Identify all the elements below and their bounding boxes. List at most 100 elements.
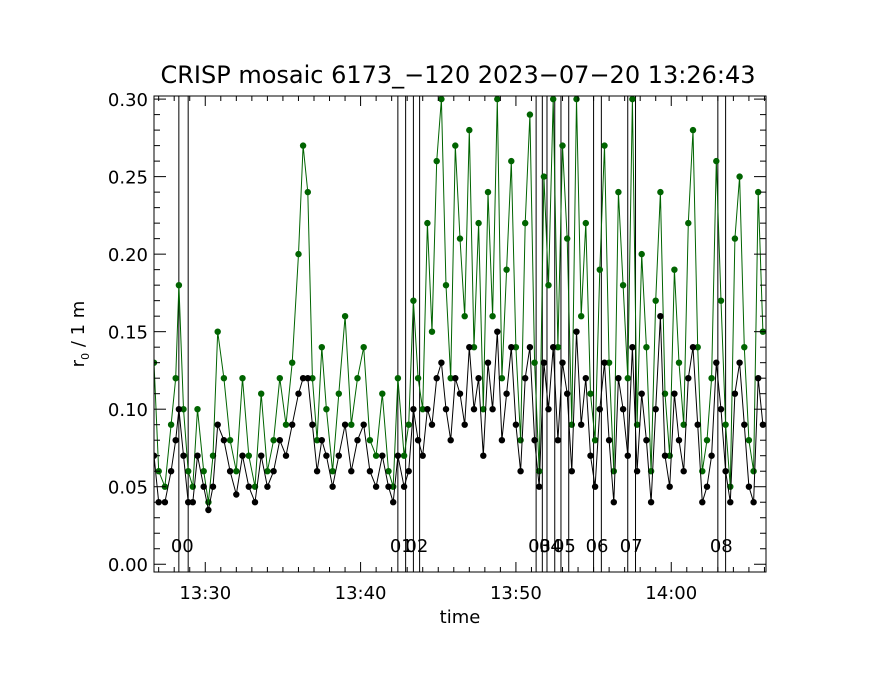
series-1-point	[666, 483, 673, 490]
series-0-point	[512, 344, 520, 351]
series-1-point	[251, 499, 259, 506]
series-1-point	[385, 483, 392, 490]
series-0-point	[578, 313, 585, 320]
series-1-point	[410, 406, 417, 413]
series-0-point	[550, 96, 557, 103]
series-0-point	[629, 96, 636, 103]
series-0-point	[540, 173, 548, 180]
series-1-point	[276, 437, 283, 444]
series-0-point	[470, 344, 478, 351]
series-0-point	[309, 375, 316, 382]
x-tick-label: 13:50	[490, 583, 542, 604]
series-1-point	[689, 344, 697, 351]
series-0-point	[480, 406, 487, 413]
series-0-point	[438, 96, 445, 103]
x-axis: 13:30 13:40 13:50 14:00	[158, 96, 765, 604]
series-1-point	[318, 437, 325, 444]
series-1-point	[428, 421, 436, 428]
series-1-point	[304, 375, 311, 382]
series-0-point	[245, 452, 252, 459]
series-0-point	[461, 313, 468, 320]
y-axis-label: r0 / 1 m	[68, 301, 92, 368]
series-0-point	[341, 313, 349, 320]
series-1-point	[354, 437, 361, 444]
y-tick-label: 0.25	[108, 168, 148, 189]
series-0-point	[615, 188, 622, 196]
series-1-point	[685, 375, 692, 382]
series-0-point	[466, 126, 473, 134]
series-1-point	[554, 437, 562, 444]
series-0-point	[494, 96, 501, 103]
series-1-point	[245, 483, 252, 490]
series-0-point	[452, 142, 459, 149]
series-1-point	[226, 468, 234, 475]
series-0-point	[545, 282, 552, 289]
series-0-point	[372, 452, 380, 459]
series-0-point	[564, 235, 571, 242]
series-1-point	[189, 499, 196, 506]
series-1-point	[661, 452, 669, 459]
series-1-point	[470, 406, 478, 413]
series-1-point	[536, 483, 543, 490]
series-0-point	[745, 437, 753, 444]
series-1-point	[522, 375, 529, 382]
series-1-point	[647, 499, 655, 506]
marker-label-03: 03	[528, 536, 551, 557]
series-1-point	[270, 468, 277, 475]
series-0-point	[717, 297, 725, 304]
series-1-point	[727, 499, 734, 506]
series-0-point	[531, 359, 538, 366]
marker-label-00: 00	[171, 536, 194, 557]
marker-label-06: 06	[586, 536, 609, 557]
series-1-point	[745, 483, 753, 490]
series-0-point	[498, 375, 506, 382]
series-1-point	[596, 406, 603, 413]
series-1-point	[414, 437, 422, 444]
series-1-point	[741, 421, 748, 428]
marker-label-05: 05	[553, 536, 576, 557]
series-1-point	[452, 375, 459, 382]
series-0-point	[713, 157, 720, 165]
series-0-point	[172, 375, 179, 382]
series-1-point	[433, 375, 440, 382]
series-1-point	[394, 452, 402, 459]
series-1-point	[610, 499, 617, 506]
series-1-point	[605, 437, 613, 444]
series-0-point	[689, 126, 697, 134]
series-0-point	[329, 468, 336, 475]
series-0-point	[360, 344, 367, 351]
x-tick-label: 13:40	[335, 583, 387, 604]
y-tick-label: 0.30	[108, 90, 148, 111]
series-0-point	[722, 421, 729, 428]
series-0-point	[264, 468, 271, 475]
series-0-point	[447, 375, 454, 382]
series-0-point	[167, 421, 175, 428]
series-1-point	[624, 452, 631, 459]
series-0-point	[194, 406, 201, 413]
series-1-point	[755, 375, 762, 382]
series-0-point	[394, 375, 402, 382]
series-0-point	[475, 219, 482, 227]
series-0-point	[694, 344, 701, 351]
series-1-point	[214, 421, 221, 428]
series-1-point	[289, 421, 296, 428]
series-1-point	[258, 452, 265, 459]
series-1-point	[309, 421, 316, 428]
series-0-point	[175, 282, 183, 289]
series-1-point	[348, 468, 355, 475]
x-tick-label: 13:30	[179, 583, 231, 604]
series-0-point	[318, 344, 325, 351]
series-1-point	[220, 437, 228, 444]
series-1-point	[161, 499, 169, 506]
series-0-point	[736, 173, 743, 180]
x-axis-label: time	[440, 607, 481, 628]
y-tick-label: 0.15	[108, 323, 148, 344]
series-0-point	[335, 390, 342, 397]
plot-frame	[153, 95, 767, 573]
series-1-point	[675, 437, 683, 444]
series-0-point	[410, 297, 417, 304]
series-0-point	[727, 483, 734, 490]
series-1-point	[512, 421, 520, 428]
series-0-point	[508, 157, 515, 165]
